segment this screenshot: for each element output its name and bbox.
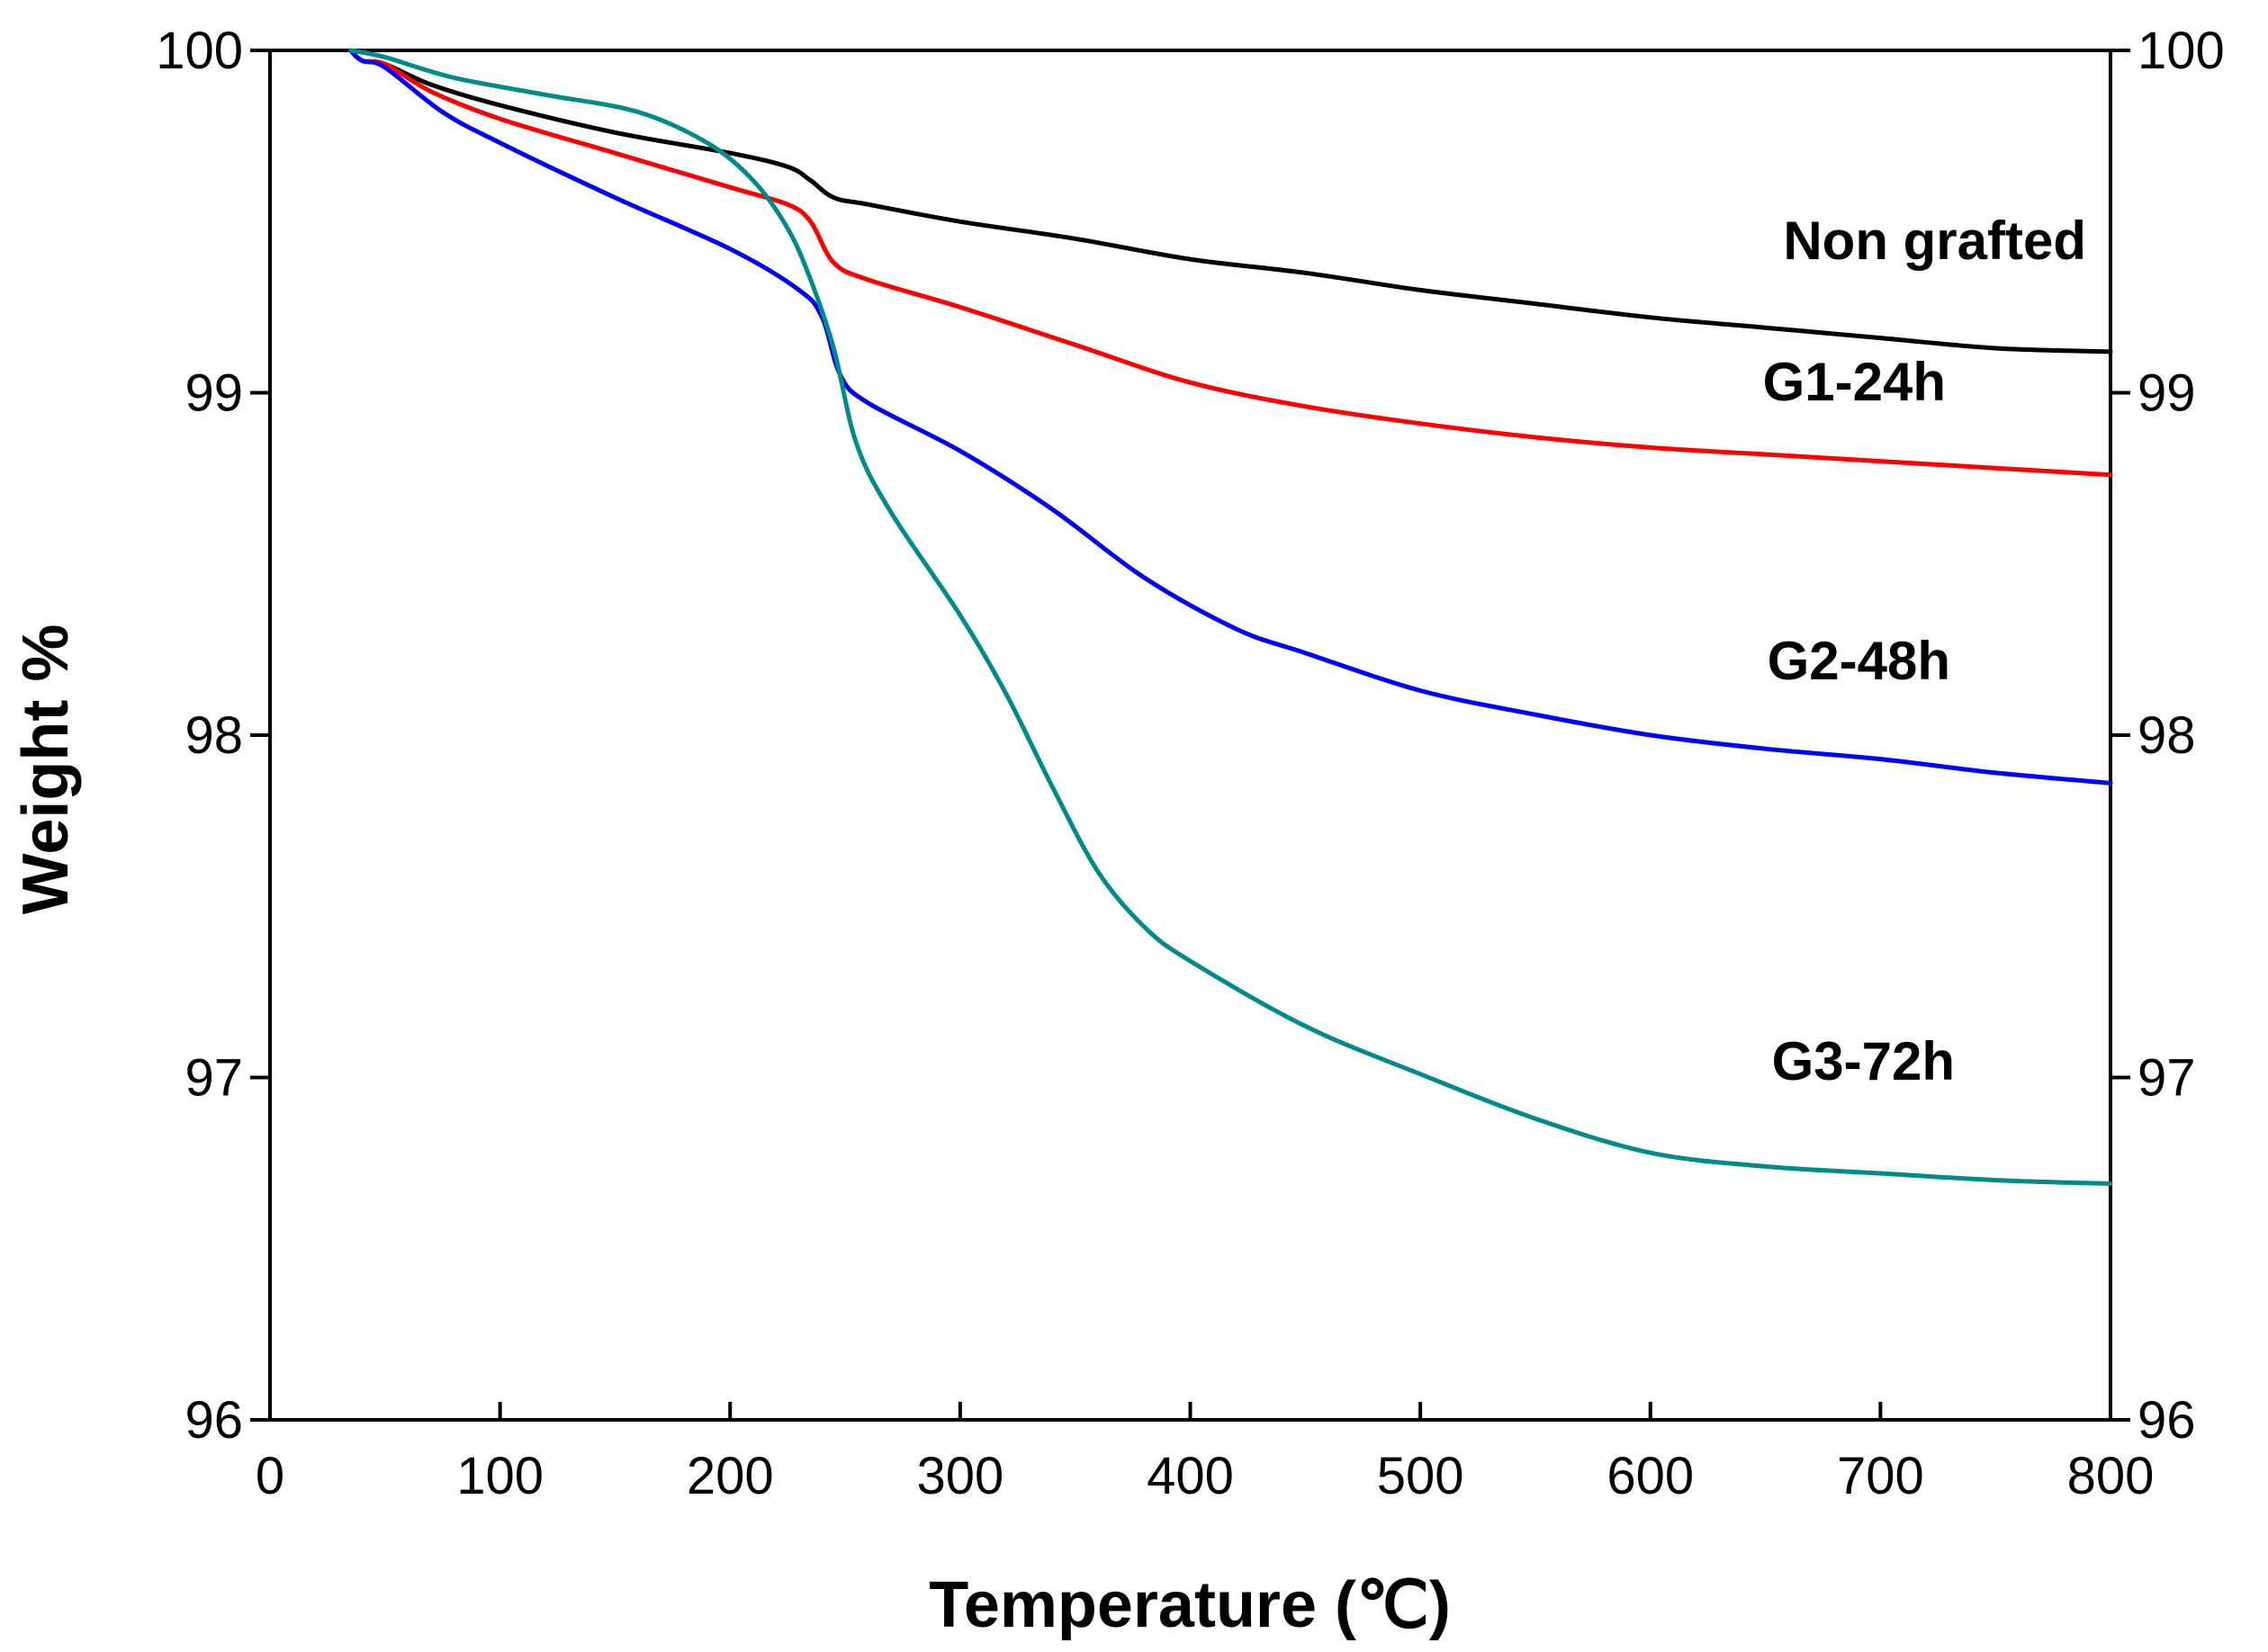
- y-axis-title: Weight %: [10, 624, 82, 915]
- x-axis: 0 100 200 300 400 500 600 700 800: [256, 1402, 2155, 1505]
- x-tick-label: 700: [1837, 1447, 1924, 1505]
- x-tick-label: 300: [916, 1447, 1004, 1505]
- y-tick-label-left: 96: [184, 1391, 243, 1450]
- x-tick-label: 100: [456, 1447, 544, 1505]
- series-line-g3-72h: [348, 48, 2113, 1186]
- y-axis-right: 96 97 98 99 100: [2110, 22, 2225, 1450]
- series-group: [348, 48, 2113, 1186]
- x-tick-label: 600: [1606, 1447, 1694, 1505]
- y-tick-label-right: 99: [2138, 364, 2196, 423]
- series-label-g3-72h: G3-72h: [1772, 1031, 1955, 1091]
- series-label-non-grafted: Non grafted: [1783, 211, 2086, 271]
- x-tick-label: 500: [1377, 1447, 1464, 1505]
- y-tick-label-right: 98: [2138, 706, 2196, 765]
- y-tick-label-left: 100: [156, 22, 243, 80]
- y-tick-label-left: 99: [184, 364, 243, 423]
- x-axis-title: Temperature (℃): [929, 1569, 1451, 1641]
- series-line-g1-24h: [348, 48, 2113, 478]
- series-label-g1-24h: G1-24h: [1763, 352, 1946, 412]
- x-tick-label: 200: [687, 1447, 774, 1505]
- series-line-non-grafted: [348, 48, 2113, 355]
- y-tick-label-left: 98: [184, 706, 243, 765]
- y-tick-label-right: 100: [2138, 22, 2225, 80]
- y-tick-label-right: 97: [2138, 1049, 2196, 1108]
- x-tick-label: 400: [1147, 1447, 1234, 1505]
- x-tick-label: 800: [2067, 1447, 2155, 1505]
- x-tick-label: 0: [256, 1447, 284, 1505]
- series-line-g2-48h: [348, 48, 2113, 786]
- y-axis-left: 96 97 98 99 100: [156, 22, 270, 1450]
- y-tick-label-right: 96: [2138, 1391, 2196, 1450]
- y-tick-label-left: 97: [184, 1049, 243, 1108]
- series-label-g2-48h: G2-48h: [1768, 631, 1950, 691]
